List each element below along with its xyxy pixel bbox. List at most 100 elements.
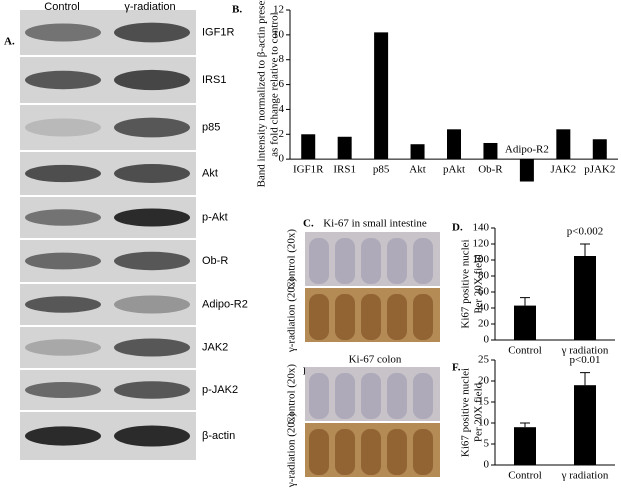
blot-band — [25, 23, 101, 42]
x-tick-label: pJAK2 — [584, 164, 615, 176]
blot-label: Ob-R — [202, 255, 228, 267]
y-tick-label: 0 — [484, 459, 490, 471]
micrograph-row-label: Control (20x) — [286, 229, 298, 290]
blot-label: IRS1 — [202, 74, 226, 86]
x-tick-label: Control — [508, 345, 542, 357]
crypt — [335, 294, 355, 340]
crypt — [335, 373, 355, 419]
blot-band — [114, 69, 190, 91]
x-tick-label: Control — [508, 470, 542, 482]
bar — [374, 32, 389, 160]
bar — [556, 129, 571, 160]
x-tick-label: IRS1 — [333, 164, 356, 176]
y-axis-label: Per 20X field — [473, 254, 485, 314]
blot-band — [114, 22, 190, 43]
blot-label: IGF1R — [202, 26, 234, 38]
bar — [447, 129, 461, 160]
y-tick-label: 60 — [478, 286, 490, 298]
blot-band — [114, 381, 190, 399]
y-axis-label: Ki67 positive nuclei — [460, 239, 472, 328]
crypt — [413, 238, 433, 284]
blot-label: Akt — [202, 167, 218, 179]
crypt — [361, 373, 381, 419]
y-tick-label: 20 — [478, 318, 490, 330]
annotation: p<0.01 — [570, 354, 601, 366]
blot-band — [114, 425, 190, 447]
error-bar — [520, 422, 530, 428]
y-tick-label: 0 — [484, 334, 490, 346]
blot-label: JAK2 — [202, 341, 228, 353]
micrograph-title: Ki-67 in small intestine — [323, 218, 427, 230]
bar — [514, 305, 536, 340]
panel-label: A. — [4, 36, 15, 48]
panel-label: C. — [303, 218, 314, 230]
bar — [592, 139, 607, 160]
blot-label: p-Akt — [202, 211, 228, 223]
micrograph-title: Ki-67 colon — [349, 354, 402, 366]
error-bar — [520, 297, 530, 306]
blot-band — [114, 208, 190, 227]
panel-label: B. — [232, 4, 242, 16]
micrograph-row-label: Control (20x) — [286, 364, 298, 425]
micrographs: Control (20x)γ-radiation (20x)Control (2… — [286, 229, 440, 489]
blot-label: p-JAK2 — [202, 384, 238, 396]
crypt — [413, 294, 433, 340]
bar — [574, 385, 596, 465]
bar — [301, 134, 316, 160]
y-tick-label: 12 — [273, 4, 284, 16]
crypt — [335, 429, 355, 475]
blot-band — [25, 209, 101, 226]
crypt — [413, 373, 433, 419]
micrograph-row-label: γ-radiation (20x) — [286, 278, 298, 354]
x-tick-label: γ radiation — [561, 470, 609, 482]
y-tick-label: 20 — [478, 375, 490, 387]
blot-band — [25, 70, 101, 90]
blot-band — [25, 426, 101, 446]
y-tick-label: 4 — [279, 103, 285, 115]
crypt — [387, 429, 407, 475]
y-tick-label: 0 — [279, 153, 285, 165]
annotation: p<0.002 — [567, 226, 603, 238]
y-tick-label: 80 — [478, 270, 490, 282]
bar — [483, 142, 498, 160]
x-tick-label: IGF1R — [293, 164, 324, 176]
crypt — [309, 294, 329, 340]
y-tick-label: 40 — [478, 302, 490, 314]
y-tick-label: 100 — [473, 254, 490, 266]
x-tick-label: Ob-R — [478, 164, 503, 176]
blot-label: Adipo-R2 — [202, 298, 248, 310]
x-tick-label: p85 — [373, 164, 390, 176]
bar — [519, 159, 534, 182]
y-tick-label: 10 — [478, 417, 490, 429]
blot-band — [25, 164, 101, 183]
blot-label: β-actin — [202, 430, 235, 442]
blot-band — [114, 164, 190, 183]
crypt — [309, 373, 329, 419]
bar — [574, 256, 596, 340]
micrograph-row-label: γ-radiation (20x) — [286, 413, 298, 489]
panel-label: F. — [452, 362, 461, 374]
blot-band — [114, 338, 190, 357]
blot-band — [114, 295, 190, 314]
crypt — [361, 238, 381, 284]
blot-header: γ-radiation — [124, 1, 175, 13]
blot-header: Control — [44, 1, 79, 13]
x-tick-label: γ radiation — [561, 345, 609, 357]
blot-band — [25, 296, 101, 313]
y-tick-label: 25 — [478, 354, 490, 366]
crypt — [361, 429, 381, 475]
y-tick-label: 10 — [273, 28, 285, 40]
x-tick-label: Akt — [409, 164, 426, 176]
y-tick-label: 2 — [279, 128, 285, 140]
y-axis-label: Per 20X field — [473, 382, 485, 442]
crypt — [387, 294, 407, 340]
crypt — [309, 238, 329, 284]
crypt — [309, 429, 329, 475]
y-tick-label: 8 — [279, 53, 285, 65]
blot-band — [25, 118, 101, 137]
error-bar — [580, 372, 590, 386]
y-tick-label: 5 — [484, 438, 490, 450]
x-tick-label: pAkt — [443, 164, 465, 176]
blot-band — [25, 382, 101, 398]
